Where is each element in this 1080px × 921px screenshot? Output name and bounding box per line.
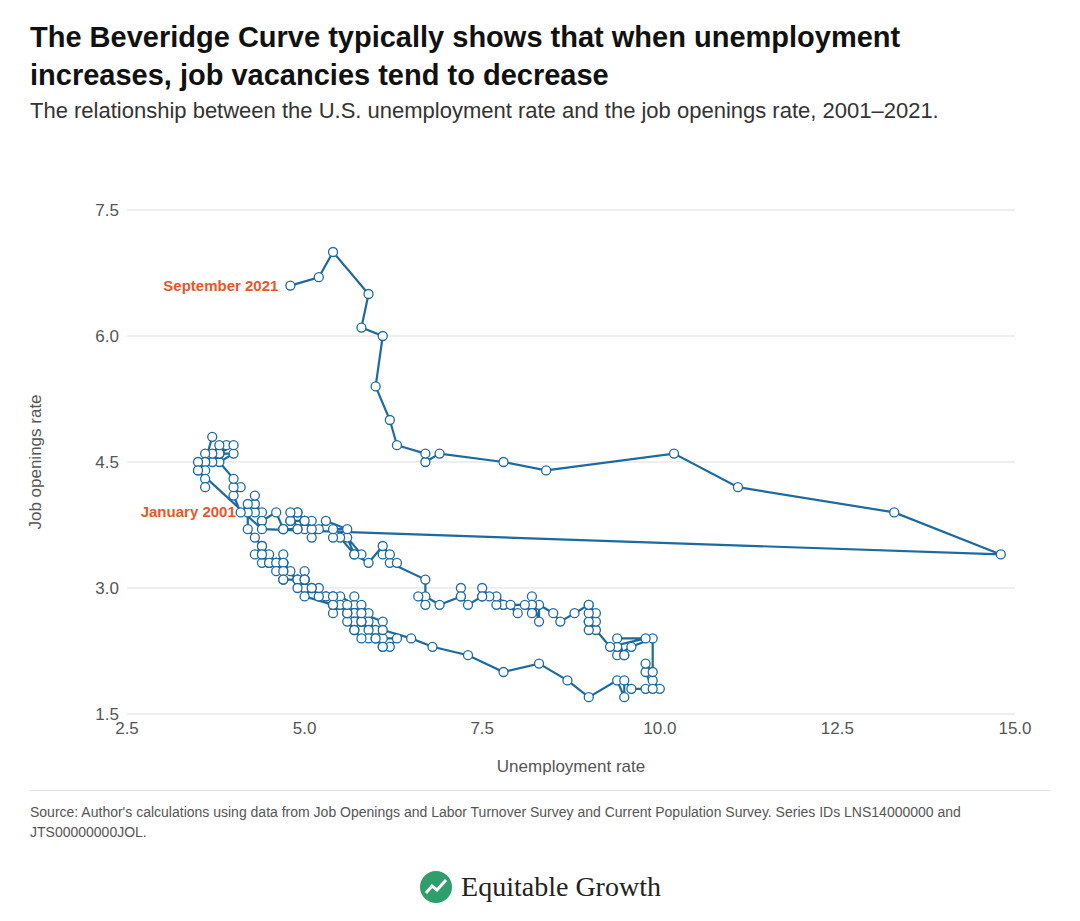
svg-text:7.5: 7.5 [95, 201, 119, 220]
svg-text:January 2001: January 2001 [141, 503, 236, 520]
svg-text:7.5: 7.5 [470, 719, 494, 738]
svg-text:3.0: 3.0 [95, 579, 119, 598]
svg-text:1.5: 1.5 [95, 705, 119, 724]
svg-text:5.0: 5.0 [293, 719, 317, 738]
svg-text:15.0: 15.0 [998, 719, 1031, 738]
svg-text:September 2021: September 2021 [163, 277, 278, 294]
html-text:The Beveridge Curve typically: The Beveridge Curve typically shows that… [30, 21, 901, 91]
svg-text:6.0: 6.0 [95, 327, 119, 346]
svg-text:2.5: 2.5 [115, 719, 139, 739]
html-text:Equitable Growth: Equitable Growth [461, 871, 661, 902]
svg-text:10.0: 10.0 [643, 719, 676, 738]
svg-text:12.5: 12.5 [821, 719, 854, 738]
html-text:The relationship between the U: The relationship between the U.S. unempl… [30, 98, 939, 123]
html-text:Source: Author's calculations: Source: Author's calculations using data… [30, 804, 961, 840]
svg-text:Unemployment rate: Unemployment rate [497, 757, 645, 776]
svg-text:4.5: 4.5 [95, 453, 119, 472]
svg-text:Job openings rate: Job openings rate [26, 394, 45, 529]
